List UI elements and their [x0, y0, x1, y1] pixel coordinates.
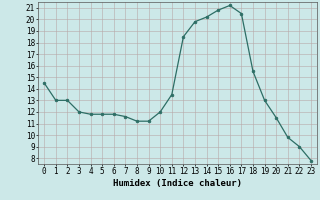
- X-axis label: Humidex (Indice chaleur): Humidex (Indice chaleur): [113, 179, 242, 188]
